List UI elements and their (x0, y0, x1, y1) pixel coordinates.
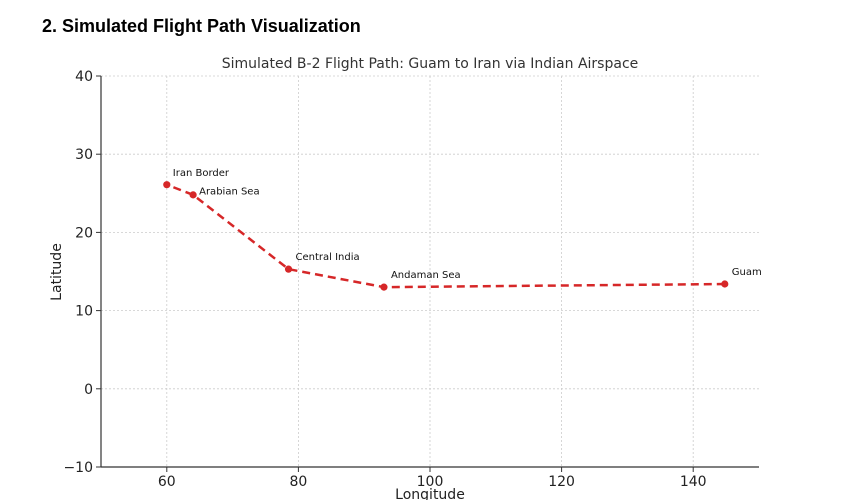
waypoint-label: Guam (732, 267, 762, 278)
y-tick-label: 0 (84, 382, 93, 398)
x-tick-label: 80 (289, 474, 307, 490)
waypoint-label: Andaman Sea (391, 270, 461, 281)
flight-waypoint-marker (189, 191, 197, 199)
y-tick-label: 10 (75, 304, 93, 320)
flight-waypoint-marker (284, 265, 293, 273)
waypoint-label: Iran Border (173, 168, 230, 179)
tick-labels: 60 80 100 120 140 −10 0 10 20 30 40 (63, 69, 706, 490)
y-tick-label: −10 (63, 460, 93, 476)
x-tick-label: 100 (417, 474, 444, 490)
axes (96, 75, 759, 472)
waypoint-label: Central India (296, 252, 360, 263)
flight-waypoint-marker (380, 283, 388, 291)
y-tick-label: 30 (75, 147, 93, 163)
flight-path-line (166, 183, 725, 289)
y-tick-label: 40 (75, 69, 93, 85)
flight-waypoint-marker (163, 181, 171, 189)
x-tick-label: 120 (548, 474, 575, 490)
x-tick-label: 60 (158, 474, 176, 490)
y-axis-label: Latitude (49, 243, 65, 301)
x-tick-label: 140 (680, 474, 707, 490)
chart-title: Simulated B-2 Flight Path: Guam to Iran … (222, 56, 639, 72)
flight-waypoint-marker (721, 280, 729, 288)
flight-path-series: Guam Andaman Sea Central India Arabian Sea I… (163, 168, 762, 291)
x-axis-label: Longitude (395, 487, 465, 500)
section-heading: 2. Simulated Flight Path Visualization (42, 16, 361, 36)
y-tick-label: 20 (75, 225, 93, 241)
waypoint-label: Arabian Sea (199, 186, 259, 197)
